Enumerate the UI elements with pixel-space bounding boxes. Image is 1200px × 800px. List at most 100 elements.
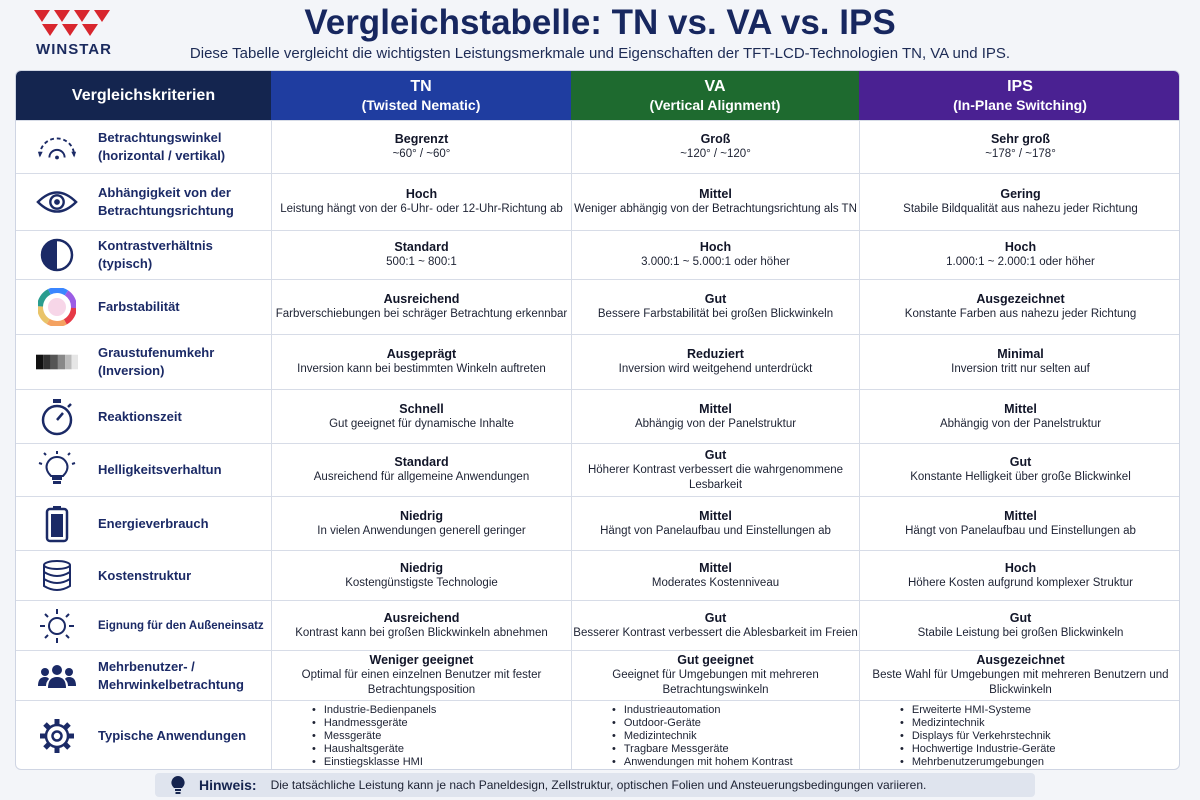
rating: Niedrig: [399, 508, 444, 523]
cell-ips: Gut Konstante Helligkeit über große Blick…: [859, 444, 1179, 496]
criteria-cell: Betrachtungswinkel (horizontal / vertika…: [16, 121, 271, 173]
criteria-cell: Typische Anwendungen: [16, 701, 271, 769]
header-va-full: (Vertical Alignment): [649, 97, 781, 113]
header-criteria-label: Vergleichskriterien: [71, 87, 216, 104]
rating: Schnell: [399, 401, 444, 416]
description: Besserer Kontrast verbessert die Ablesba…: [573, 626, 858, 639]
cell-tn: Schnell Gut geeignet für dynamische Inhal…: [271, 390, 571, 443]
cell-ips: Minimal Inversion tritt nur selten auf: [859, 335, 1179, 389]
cell-tn: Niedrig Kostengünstigste Technologie: [271, 551, 571, 600]
rating: Gut: [1009, 610, 1032, 625]
cell-va: Hoch 3.000:1 ~ 5.000:1 oder höher: [571, 231, 859, 279]
rating: Ausgezeichnet: [976, 653, 1065, 667]
description: Konstante Helligkeit über große Blickwin…: [910, 471, 1131, 483]
rating: Ausreichend: [383, 610, 460, 625]
criteria-label: Reaktionszeit: [98, 408, 182, 424]
cell-ips: Ausgezeichnet Konstante Farben aus nahezu…: [859, 280, 1179, 334]
table-row: Abhängigkeit von der Betrachtungsrichtun…: [16, 173, 1179, 230]
cell-tn: Ausgeprägt Inversion kann bei bestimmten …: [271, 335, 571, 389]
description: 500:1 ~ 800:1: [386, 256, 457, 268]
criteria-label: Graustufenumkehr (Inversion): [98, 345, 215, 378]
eye-icon: [36, 181, 78, 223]
table-row: Reaktionszeit Schnell Gut geeignet für dy…: [16, 389, 1179, 443]
cell-tn: Niedrig In vielen Anwendungen generell ge…: [271, 497, 571, 550]
table-row: Energieverbrauch Niedrig In vielen Anwend…: [16, 496, 1179, 550]
header-ips-full: (In-Plane Switching): [953, 97, 1087, 113]
description: Moderates Kostenniveau: [651, 576, 780, 589]
description: 3.000:1 ~ 5.000:1 oder höher: [641, 256, 790, 268]
table-row: Kostenstruktur Niedrig Kostengünstigste T…: [16, 550, 1179, 600]
description: Stabile Leistung bei großen Blickwinkeln: [917, 626, 1124, 639]
rating: Mittel: [699, 187, 732, 201]
header-va-name: VA: [704, 78, 726, 95]
stopwatch-icon: [36, 396, 78, 438]
lightbulb-icon: [36, 449, 78, 491]
description: Inversion tritt nur selten auf: [951, 363, 1090, 375]
cell-va: Gut Bessere Farbstabilität bei großen Bli…: [571, 280, 859, 334]
cell-va: Gut Höherer Kontrast verbessert die wahrg…: [571, 444, 859, 496]
list-item: Anwendungen mit hohem Kontrast: [612, 756, 793, 769]
list-item: Hochwertige Industrie-Geräte: [900, 743, 1056, 756]
cell-tn: Ausreichend Kontrast kann bei großen Blic…: [271, 601, 571, 650]
cell-ips: Gut Stabile Leistung bei großen Blickwink…: [859, 601, 1179, 650]
cell-va: Mittel Abhängig von der Panelstruktur: [571, 390, 859, 443]
description: Beste Wahl für Umgebungen mit mehreren B…: [872, 669, 1169, 696]
rating: Hoch: [699, 240, 732, 254]
rating: Sehr groß: [990, 132, 1051, 146]
description: Konstante Farben aus nahezu jeder Richtu…: [904, 308, 1137, 320]
cell-ips: Gering Stabile Bildqualität aus nahezu je…: [859, 174, 1179, 230]
criteria-label: Betrachtungswinkel (horizontal / vertika…: [98, 130, 226, 163]
users-icon: [36, 655, 78, 697]
rating: Reduziert: [687, 347, 744, 361]
rating: Hoch: [1004, 560, 1037, 575]
cell-tn: Ausreichend Farbverschiebungen bei schräg…: [271, 280, 571, 334]
viewing-angle-icon: [36, 126, 78, 168]
cell-va: Mittel Weniger abhängig von der Betrachtu…: [571, 174, 859, 230]
criteria-label: Energieverbrauch: [98, 515, 209, 531]
color-wheel-icon: [36, 286, 78, 328]
table-row: Mehrbenutzer- / Mehrwinkelbetrachtung We…: [16, 650, 1179, 700]
description: Farbverschiebungen bei schräger Betracht…: [275, 308, 568, 320]
cell-ips: Mittel Hängt von Panelaufbau und Einstell…: [859, 497, 1179, 550]
criteria-cell: Abhängigkeit von der Betrachtungsrichtun…: [16, 174, 271, 230]
description: Hängt von Panelaufbau und Einstellungen …: [600, 524, 831, 537]
winstar-logo-mark: [34, 10, 110, 36]
description: In vielen Anwendungen generell geringer: [317, 524, 526, 537]
list-item: Industrieautomation: [612, 704, 793, 717]
table-row: Betrachtungswinkel (horizontal / vertika…: [16, 120, 1179, 173]
rating: Gut: [704, 292, 727, 306]
list-item: Haushaltsgeräte: [312, 743, 436, 756]
criteria-cell: Mehrbenutzer- / Mehrwinkelbetrachtung: [16, 651, 271, 700]
brand-name: WINSTAR: [36, 41, 112, 58]
header-ips: IPS (In-Plane Switching): [859, 71, 1179, 120]
rating: Ausgeprägt: [386, 347, 457, 361]
table-row: Helligkeitsverhaltun Standard Ausreichend…: [16, 443, 1179, 496]
criteria-label: Farbstabilität: [98, 299, 180, 314]
description: Ausreichend für allgemeine Anwendungen: [313, 471, 530, 483]
rating: Niedrig: [399, 560, 444, 575]
list-item: Medizintechnik: [900, 717, 1056, 730]
rating: Standard: [394, 455, 449, 469]
cell-tn: Begrenzt ~60° / ~60°: [271, 121, 571, 173]
table-row: Typische Anwendungen Industrie-Bedienpan…: [16, 700, 1179, 769]
description: Abhängig von der Panelstruktur: [634, 417, 797, 430]
table-row: Eignung für den Außeneinsatz Ausreichend…: [16, 600, 1179, 650]
header-tn-full: (Twisted Nematic): [361, 97, 481, 113]
contrast-icon: [36, 234, 78, 276]
description: Kostengünstigste Technologie: [345, 576, 498, 589]
criteria-cell: Helligkeitsverhaltun: [16, 444, 271, 496]
cell-ips: Ausgezeichnet Beste Wahl für Umgebungen m…: [859, 651, 1179, 700]
table-row: Graustufenumkehr (Inversion) Ausgeprägt I…: [16, 334, 1179, 389]
cell-ips: Sehr groß ~178° / ~178°: [859, 121, 1179, 173]
description: Stabile Bildqualität aus nahezu jeder Ri…: [903, 203, 1138, 215]
description: Kontrast kann bei großen Blickwinkeln ab…: [295, 626, 548, 639]
list-item: Handmessgeräte: [312, 717, 436, 730]
cell-va: Gut Besserer Kontrast verbessert die Able…: [571, 601, 859, 650]
note-label: Hinweis:: [199, 777, 257, 793]
rating: Gut: [704, 447, 727, 462]
header-va: VA (Vertical Alignment): [571, 71, 859, 120]
rating: Gut: [1009, 455, 1032, 469]
application-list: Industrieautomation Outdoor-Geräte Mediz…: [572, 704, 793, 769]
cell-ips: Hoch 1.000:1 ~ 2.000:1 oder höher: [859, 231, 1179, 279]
criteria-cell: Kontrastverhältnis (typisch): [16, 231, 271, 279]
